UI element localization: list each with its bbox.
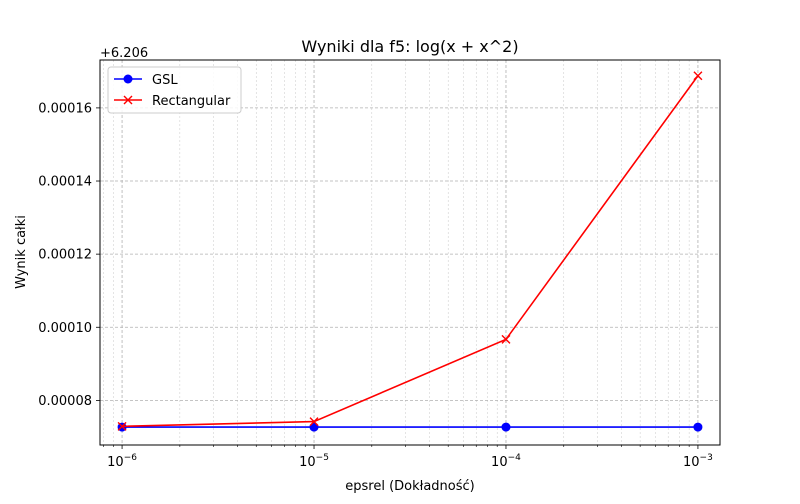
chart-title: Wyniki dla f5: log(x + x^2) xyxy=(301,37,518,56)
data-point-rectangular xyxy=(309,417,319,427)
y-tick-label: 0.00016 xyxy=(38,101,92,116)
y-tick-label: 0.00008 xyxy=(38,394,92,409)
data-point-rectangular xyxy=(501,334,511,344)
grid xyxy=(100,60,720,445)
x-tick-label: 10−5 xyxy=(299,453,329,470)
data-point-gsl xyxy=(693,422,703,432)
legend-marker-gsl xyxy=(123,74,133,84)
y-tick-label: 0.00012 xyxy=(38,248,92,263)
x-axis-label: epsrel (Dokładność) xyxy=(345,479,475,494)
y-offset-label: +6.206 xyxy=(100,46,148,61)
legend-marker-rectangular xyxy=(123,95,133,105)
x-tick-label: 10−3 xyxy=(683,453,713,470)
y-axis-label: Wynik całki xyxy=(14,215,29,289)
legend-label-gsl: GSL xyxy=(152,73,178,88)
axis-ticks: 10−6 10−5 10−4 10−3 0.00008 0.00010 0.00012 0.0… xyxy=(38,101,713,470)
data-point-rectangular xyxy=(693,71,703,81)
data-point-gsl xyxy=(501,422,511,432)
plot-series xyxy=(117,71,703,432)
legend-label-rectangular: Rectangular xyxy=(152,94,231,109)
y-tick-label: 0.00014 xyxy=(38,175,92,190)
plot-frame xyxy=(99,59,721,446)
data-point-rectangular xyxy=(117,421,127,431)
x-tick-label: 10−4 xyxy=(491,453,521,470)
legend: GSL Rectangular xyxy=(107,66,242,114)
y-tick-label: 0.00010 xyxy=(38,321,92,336)
x-tick-label: 10−6 xyxy=(107,453,137,470)
series-line-rectangular xyxy=(122,75,699,428)
